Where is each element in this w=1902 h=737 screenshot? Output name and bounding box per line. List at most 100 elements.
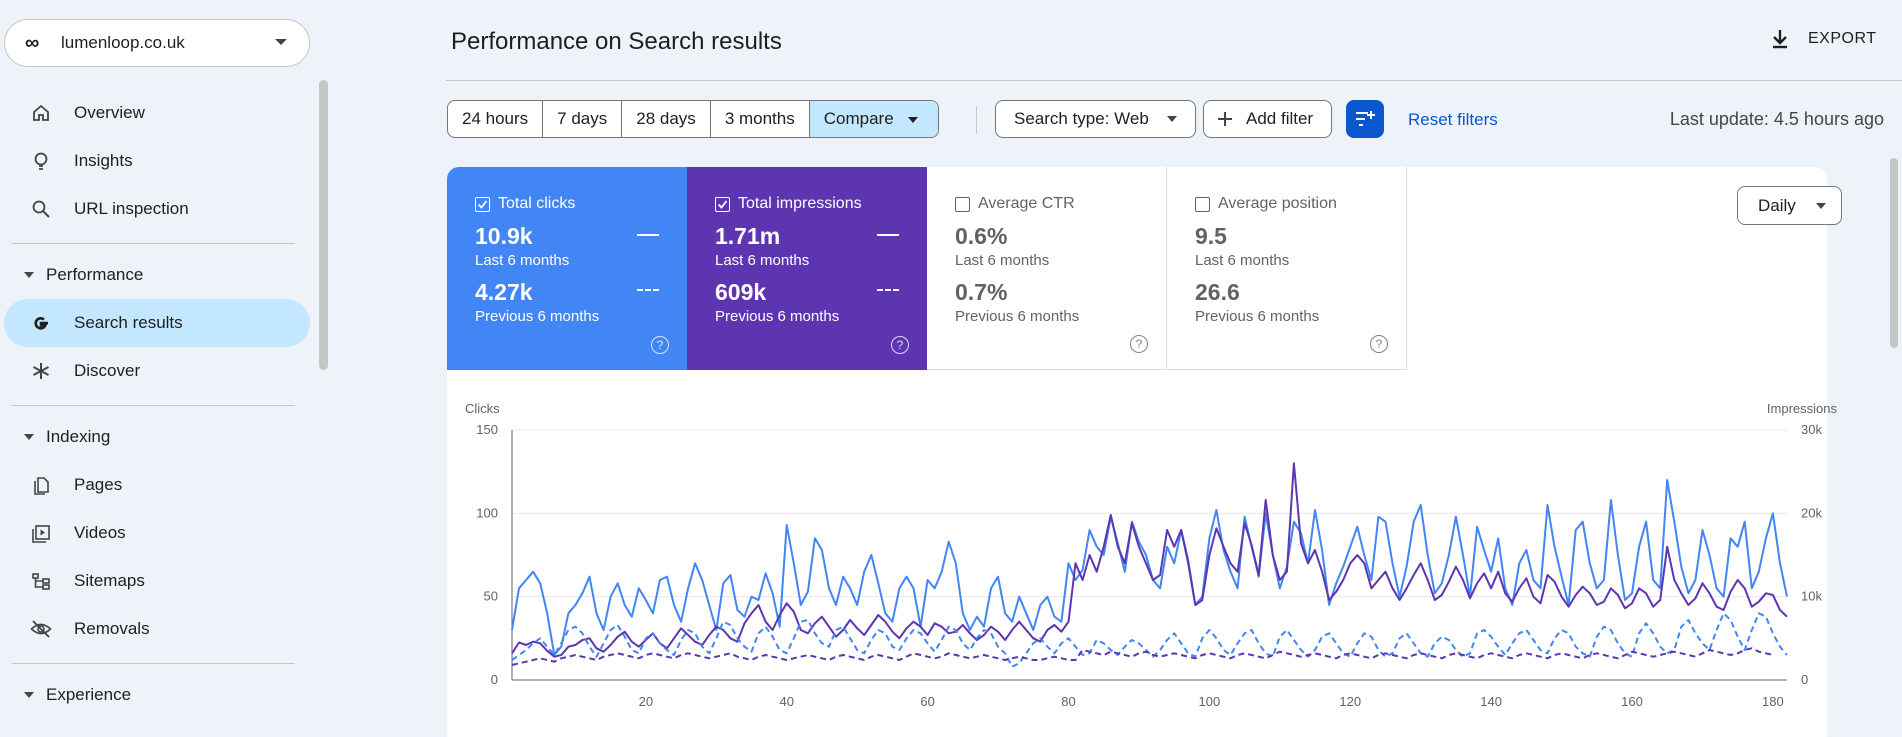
search-type-dropdown[interactable]: Search type: Web bbox=[995, 100, 1196, 138]
series-line bbox=[511, 647, 1774, 666]
x-tick-label: 140 bbox=[1480, 694, 1502, 709]
section-indexing[interactable]: Indexing bbox=[24, 427, 110, 447]
section-label: Experience bbox=[46, 685, 132, 704]
checkbox-unchecked-icon[interactable] bbox=[955, 196, 970, 212]
metric-period-current: Last 6 months bbox=[475, 252, 570, 269]
checkbox-checked-icon[interactable] bbox=[715, 196, 730, 212]
metric-period-current: Last 6 months bbox=[955, 252, 1050, 269]
range-compare[interactable]: Compare bbox=[809, 101, 938, 137]
sidebar-scrollbar[interactable] bbox=[319, 80, 328, 370]
sidebar-item-label: Pages bbox=[74, 475, 123, 494]
last-update-text: Last update: 4.5 hours ago bbox=[1669, 109, 1884, 129]
metric-period-current: Last 6 months bbox=[715, 252, 810, 269]
sidebar-item-removals[interactable]: Removals bbox=[4, 605, 310, 653]
checkbox-checked-icon[interactable] bbox=[475, 196, 490, 212]
search-icon bbox=[26, 197, 56, 221]
caret-down-icon bbox=[275, 39, 287, 45]
checkbox-unchecked-icon[interactable] bbox=[1195, 196, 1210, 212]
property-selector[interactable]: ∞ lumenloop.co.uk bbox=[4, 19, 310, 67]
range-3-months[interactable]: 3 months bbox=[711, 101, 810, 137]
lightbulb-icon bbox=[26, 149, 56, 173]
metric-value-current: 0.6% bbox=[955, 223, 1008, 249]
google-g-icon bbox=[26, 311, 56, 335]
metric-label: Total clicks bbox=[498, 195, 576, 212]
help-icon[interactable]: ? bbox=[1130, 335, 1148, 353]
property-name: lumenloop.co.uk bbox=[61, 33, 185, 52]
x-tick-label: 20 bbox=[639, 694, 653, 709]
sitemap-icon bbox=[26, 569, 56, 593]
metric-value-previous: 4.27k bbox=[475, 279, 533, 305]
metric-label-row: Average position bbox=[1195, 195, 1406, 213]
solid-line-legend-icon bbox=[877, 234, 899, 236]
sidebar-item-discover[interactable]: Discover bbox=[4, 347, 310, 395]
granularity-dropdown[interactable]: Daily bbox=[1737, 186, 1842, 225]
metric-label: Average CTR bbox=[978, 195, 1075, 212]
caret-down-icon bbox=[1815, 202, 1826, 209]
metric-total-impressions[interactable]: Total impressions 1.71m Last 6 months 60… bbox=[687, 167, 927, 370]
sidebar-item-insights[interactable]: Insights bbox=[4, 137, 310, 185]
metric-value-previous: 26.6 bbox=[1195, 279, 1240, 305]
section-performance[interactable]: Performance bbox=[24, 265, 143, 285]
metric-label-row: Total impressions bbox=[715, 195, 927, 213]
search-type-label: Search type: Web bbox=[1014, 109, 1149, 128]
range-24-hours[interactable]: 24 hours bbox=[448, 101, 544, 137]
series-line bbox=[511, 479, 1788, 656]
metric-period-previous: Previous 6 months bbox=[715, 308, 840, 325]
filter-settings-button[interactable] bbox=[1346, 100, 1384, 138]
sidebar-item-search-results[interactable]: Search results bbox=[4, 299, 310, 347]
download-icon bbox=[1773, 30, 1787, 49]
y2-tick-label: 0 bbox=[1801, 672, 1808, 687]
series-line bbox=[511, 462, 1788, 658]
sidebar: ∞ lumenloop.co.uk Overview Insights URL … bbox=[0, 0, 330, 737]
filter-separator bbox=[976, 106, 977, 134]
metric-value-previous: 0.7% bbox=[955, 279, 1008, 305]
y2-tick-label: 20k bbox=[1801, 505, 1822, 520]
metric-total-clicks[interactable]: Total clicks 10.9k Last 6 months 4.27k P… bbox=[447, 167, 687, 370]
metric-value-current: 9.5 bbox=[1195, 223, 1227, 249]
reset-filters-link[interactable]: Reset filters bbox=[1408, 110, 1498, 129]
metric-average-position[interactable]: Average position 9.5 Last 6 months 26.6 … bbox=[1167, 167, 1407, 370]
sidebar-item-url-inspection[interactable]: URL inspection bbox=[4, 185, 310, 233]
page-scrollbar[interactable] bbox=[1890, 158, 1898, 348]
section-experience[interactable]: Experience bbox=[24, 685, 131, 705]
sidebar-item-label: Search results bbox=[74, 313, 183, 332]
help-icon[interactable]: ? bbox=[1370, 335, 1388, 353]
range-28-days[interactable]: 28 days bbox=[622, 101, 711, 137]
asterisk-icon bbox=[26, 359, 56, 383]
y2-tick-label: 10k bbox=[1801, 589, 1822, 604]
sidebar-item-label: URL inspection bbox=[74, 199, 189, 218]
x-tick-label: 100 bbox=[1199, 694, 1221, 709]
x-tick-label: 180 bbox=[1762, 694, 1784, 709]
granularity-label: Daily bbox=[1758, 195, 1796, 215]
section-label: Indexing bbox=[46, 427, 111, 446]
date-range-selector: 24 hours 7 days 28 days 3 months Compare bbox=[447, 100, 939, 138]
help-icon[interactable]: ? bbox=[891, 336, 909, 354]
performance-chart[interactable]: Clicks Impressions 0 0 50 10k 100 20k 150 30k 20 40… bbox=[447, 395, 1847, 737]
section-label: Performance bbox=[46, 265, 144, 284]
help-icon[interactable]: ? bbox=[651, 336, 669, 354]
x-tick-label: 120 bbox=[1339, 694, 1361, 709]
eye-off-icon bbox=[26, 617, 56, 641]
add-filter-button[interactable]: Add filter bbox=[1203, 100, 1333, 138]
metric-average-ctr[interactable]: Average CTR 0.6% Last 6 months 0.7% Prev… bbox=[927, 167, 1167, 370]
pages-icon bbox=[26, 473, 56, 497]
metric-period-previous: Previous 6 months bbox=[475, 308, 600, 325]
metric-value-previous: 609k bbox=[715, 279, 767, 305]
series-line bbox=[511, 612, 1788, 668]
sidebar-item-pages[interactable]: Pages bbox=[4, 461, 310, 509]
infinity-logo-icon: ∞ bbox=[25, 31, 40, 54]
sidebar-item-sitemaps[interactable]: Sitemaps bbox=[4, 557, 310, 605]
export-button[interactable]: EXPORT bbox=[1770, 28, 1877, 50]
metric-label: Total impressions bbox=[738, 195, 862, 212]
sidebar-item-label: Videos bbox=[74, 523, 126, 542]
page-title: Performance on Search results bbox=[451, 28, 782, 55]
sidebar-divider bbox=[12, 243, 295, 244]
y-tick-label: 150 bbox=[476, 422, 498, 437]
x-tick-label: 60 bbox=[920, 694, 934, 709]
range-7-days[interactable]: 7 days bbox=[543, 101, 623, 137]
sidebar-item-videos[interactable]: Videos bbox=[4, 509, 310, 557]
home-icon bbox=[26, 101, 56, 125]
filter-list-icon bbox=[1356, 111, 1375, 126]
sidebar-item-overview[interactable]: Overview bbox=[4, 89, 310, 137]
metric-period-previous: Previous 6 months bbox=[955, 308, 1080, 325]
